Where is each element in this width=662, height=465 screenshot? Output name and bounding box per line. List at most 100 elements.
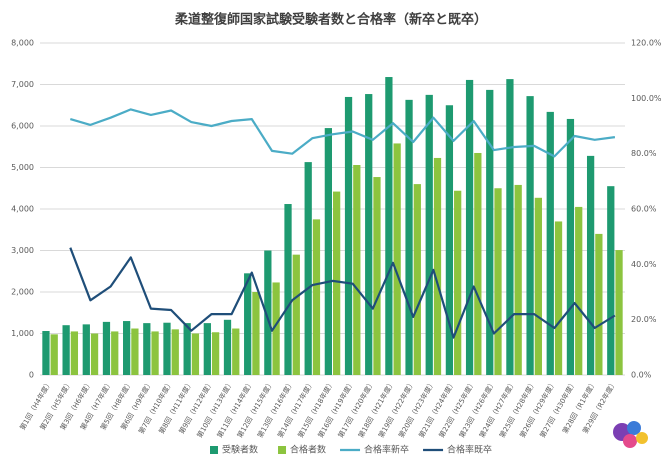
x-tick-label: 第11回（H14年度）	[215, 379, 255, 440]
bar	[534, 197, 542, 375]
x-tick-label: 第18回（H21年度）	[356, 379, 396, 440]
legend-label: 合格率新卒	[364, 444, 409, 456]
y2-tick-label: 20.0%	[631, 315, 657, 324]
x-tick-label: 第26回（H29年度）	[518, 379, 558, 440]
y-tick-label: 4,000	[11, 205, 34, 214]
bar	[554, 221, 563, 375]
bar	[171, 329, 179, 375]
bar	[526, 96, 534, 376]
legend-label: 合格者数	[290, 444, 326, 456]
bar	[324, 128, 332, 375]
y-tick-label: 8,000	[11, 39, 34, 48]
bar	[575, 206, 583, 375]
bar	[405, 99, 413, 375]
y-tick-label: 5,000	[11, 163, 34, 172]
x-tick-label: 第17回（H20年度）	[336, 379, 376, 440]
bar	[163, 322, 171, 375]
bar	[50, 334, 58, 375]
bar	[486, 89, 494, 376]
bar	[385, 77, 393, 375]
bar	[223, 319, 232, 375]
bar	[333, 191, 341, 375]
bar	[284, 204, 292, 375]
bar	[454, 190, 462, 375]
bar	[615, 250, 623, 375]
bar	[82, 324, 90, 375]
x-tick-label: 第27回（H30年度）	[538, 379, 578, 440]
bar	[514, 184, 522, 375]
x-tick-label: 第19回（H22年度）	[376, 379, 416, 440]
bar	[102, 321, 111, 375]
x-tick-label: 第14回（H17年度）	[275, 379, 315, 440]
y-tick-label: 1,000	[11, 329, 34, 338]
bar	[425, 94, 433, 375]
bar	[465, 79, 474, 375]
y-tick-label: 7,000	[11, 80, 34, 89]
bar	[123, 321, 131, 375]
x-tick-label: 第25回（H28年度）	[497, 379, 537, 440]
bar	[191, 333, 200, 375]
y2-tick-label: 100.0%	[631, 94, 662, 103]
y-tick-label: 6,000	[11, 122, 34, 131]
bar	[42, 331, 50, 375]
bar	[131, 328, 139, 375]
bar	[183, 323, 191, 375]
bar	[546, 111, 554, 375]
line	[69, 247, 616, 339]
bar	[232, 328, 240, 375]
bar	[111, 331, 119, 375]
bar	[373, 177, 381, 375]
logo	[613, 421, 648, 448]
bar	[151, 331, 159, 375]
bar	[252, 292, 260, 375]
bar	[353, 165, 361, 375]
legend-swatch	[210, 446, 218, 454]
bar	[304, 162, 312, 375]
x-tick-label: 第16回（H19年度）	[316, 379, 356, 440]
y2-tick-label: 60.0%	[631, 205, 657, 214]
legend-swatch	[278, 446, 287, 454]
chart-title: 柔道整復師国家試験受験者数と合格率（新卒と既卒）	[174, 12, 487, 28]
y2-tick-label: 80.0%	[631, 149, 657, 158]
x-tick-label: 第10回（H13年度）	[195, 379, 235, 440]
y-tick-label: 0	[29, 371, 34, 380]
bar	[244, 273, 252, 375]
x-tick-label: 第13回（H16年度）	[255, 379, 295, 440]
bar	[312, 219, 321, 375]
bar	[143, 323, 151, 375]
bar	[413, 184, 421, 375]
x-tick-label: 第20回（H23年度）	[396, 379, 436, 440]
bar	[566, 118, 575, 375]
x-tick-label: 第23回（H26年度）	[457, 378, 497, 439]
x-tick-label: 第22回（H25年度）	[437, 379, 477, 440]
x-tick-label: 第12回（H15年度）	[235, 379, 275, 440]
x-tick-label: 第24回（H27年度）	[477, 379, 517, 440]
bar	[292, 254, 300, 375]
bar	[494, 188, 502, 375]
y-tick-label: 2,000	[11, 288, 34, 297]
y-tick-label: 3,000	[11, 246, 34, 255]
bar	[264, 250, 272, 375]
bar	[433, 157, 442, 375]
bar	[607, 186, 615, 375]
legend-label: 受験者数	[222, 444, 258, 456]
y2-tick-label: 0.0%	[631, 371, 652, 380]
line	[69, 108, 616, 158]
x-tick-label: 第15回（H18年度）	[296, 379, 336, 440]
bar	[90, 333, 99, 375]
x-tick-label: 第21回（H24年度）	[417, 379, 457, 440]
bar	[393, 143, 401, 375]
bar	[272, 282, 280, 375]
bar	[365, 94, 373, 376]
bar	[445, 105, 454, 375]
bar	[62, 325, 70, 375]
bar	[203, 323, 211, 375]
legend-label: 合格率既卒	[447, 444, 492, 456]
bar	[586, 155, 595, 375]
bar	[474, 152, 482, 375]
bar	[344, 96, 353, 375]
y2-tick-label: 120.0%	[631, 39, 662, 48]
bar	[70, 331, 79, 375]
bar	[506, 79, 514, 375]
